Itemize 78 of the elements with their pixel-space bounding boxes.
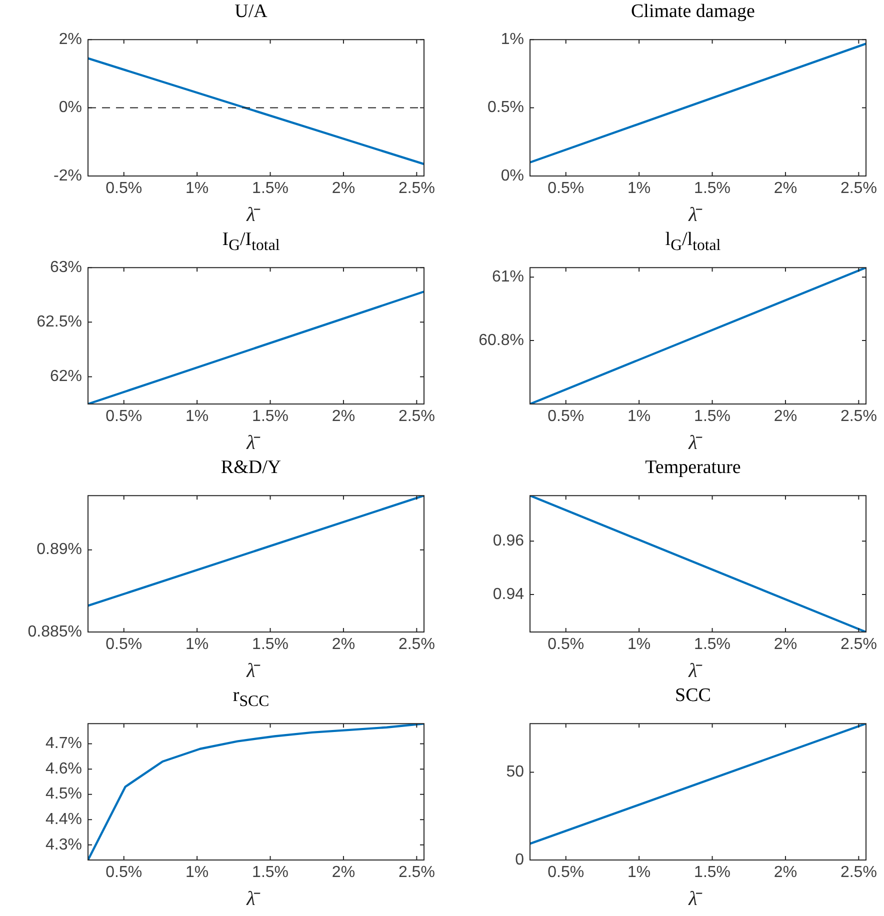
x-tick-label: 1.5%	[694, 636, 731, 654]
x-tick-label: 2.5%	[398, 408, 435, 426]
y-tick-label: 1%	[500, 31, 524, 48]
y-tick-label: 4.4%	[46, 810, 82, 828]
y-tick-label: 2%	[58, 31, 82, 48]
x-tick-label: 0.5%	[548, 408, 584, 426]
y-tick-label: 0.885%	[28, 623, 82, 640]
y-tick-label: 0	[515, 851, 524, 868]
y-tick-label: 0.96	[492, 532, 524, 550]
chart-title: Temperature	[644, 456, 742, 480]
chart-title: I$_{G}$/I$_{total}$	[221, 228, 281, 254]
y-tick-label: 4.6%	[46, 760, 82, 778]
x-axis-title: λ̄	[245, 888, 262, 912]
x-tick-label: 1%	[628, 864, 651, 882]
x-tick-label: 2.5%	[840, 636, 877, 654]
x-tick-label: 1%	[628, 636, 651, 654]
x-tick-label: 1%	[628, 180, 651, 198]
y-tick-label: 0.94	[492, 586, 524, 603]
y-tick-label: 4.3%	[46, 836, 82, 854]
y-tick-label: 63%	[50, 259, 82, 276]
chart-title: R&D/Y	[220, 456, 282, 480]
x-tick-label: 0.5%	[548, 180, 584, 198]
x-tick-label: 2.5%	[840, 180, 877, 198]
x-tick-label: 2%	[332, 408, 356, 426]
x-axis-title: λ̄	[245, 204, 262, 228]
x-tick-label: 2%	[774, 864, 798, 882]
x-axis-title: λ̄	[245, 432, 262, 456]
chart-title: Climate damage	[630, 0, 756, 24]
x-tick-label: 1%	[186, 408, 209, 426]
x-tick-label: 1.5%	[252, 864, 289, 882]
x-tick-label: 2%	[774, 408, 798, 426]
y-tick-label: 62.5%	[36, 314, 82, 331]
chart-title: SCC	[674, 684, 712, 708]
x-tick-label: 1.5%	[252, 636, 289, 654]
x-tick-label: 0.5%	[106, 180, 142, 198]
y-tick-label: 0%	[58, 99, 82, 116]
x-tick-label: 1.5%	[694, 864, 731, 882]
y-tick-label: 0.5%	[488, 99, 524, 116]
x-tick-label: 1%	[186, 180, 209, 198]
y-tick-label: 60.8%	[478, 332, 524, 349]
x-tick-label: 2.5%	[840, 864, 877, 882]
x-axis-title: λ̄	[687, 888, 704, 912]
x-tick-label: 1%	[628, 408, 651, 426]
chart-title: U/A	[234, 0, 268, 24]
x-axis-title: λ̄	[687, 660, 704, 684]
y-tick-label: 50	[506, 764, 524, 781]
x-tick-label: 0.5%	[548, 864, 584, 882]
x-tick-label: 2.5%	[398, 864, 435, 882]
x-tick-label: 1%	[186, 864, 209, 882]
y-tick-label: 61%	[492, 268, 524, 286]
y-tick-label: 0%	[500, 167, 524, 184]
x-tick-label: 0.5%	[106, 864, 142, 882]
x-tick-label: 2%	[332, 864, 356, 882]
x-tick-label: 2%	[332, 180, 356, 198]
x-tick-label: 0.5%	[548, 636, 584, 654]
x-axis-title: λ̄	[687, 432, 704, 456]
x-tick-label: 2%	[774, 180, 798, 198]
x-tick-label: 1%	[186, 636, 209, 654]
x-tick-label: 2.5%	[398, 636, 435, 654]
chart-title: l$_{G}$/l$_{total}$	[664, 228, 722, 254]
x-tick-label: 2.5%	[840, 408, 877, 426]
y-tick-label: 62%	[50, 368, 82, 386]
x-axis-title: λ̄	[687, 204, 704, 228]
y-tick-label: 0.89%	[36, 541, 82, 558]
x-tick-label: 1.5%	[252, 408, 289, 426]
x-tick-label: 1.5%	[694, 180, 731, 198]
x-axis-title: λ̄	[245, 660, 262, 684]
chart-title: r$_{SCC}$	[232, 684, 270, 710]
y-tick-label: -2%	[54, 167, 82, 184]
x-tick-label: 0.5%	[106, 408, 142, 426]
x-tick-label: 2.5%	[398, 180, 435, 198]
x-tick-label: 2%	[332, 636, 356, 654]
y-tick-label: 4.5%	[46, 786, 82, 803]
x-tick-label: 2%	[774, 636, 798, 654]
x-tick-label: 1.5%	[252, 180, 289, 198]
y-tick-label: 4.7%	[46, 735, 82, 752]
x-tick-label: 0.5%	[106, 636, 142, 654]
x-tick-label: 1.5%	[694, 408, 731, 426]
